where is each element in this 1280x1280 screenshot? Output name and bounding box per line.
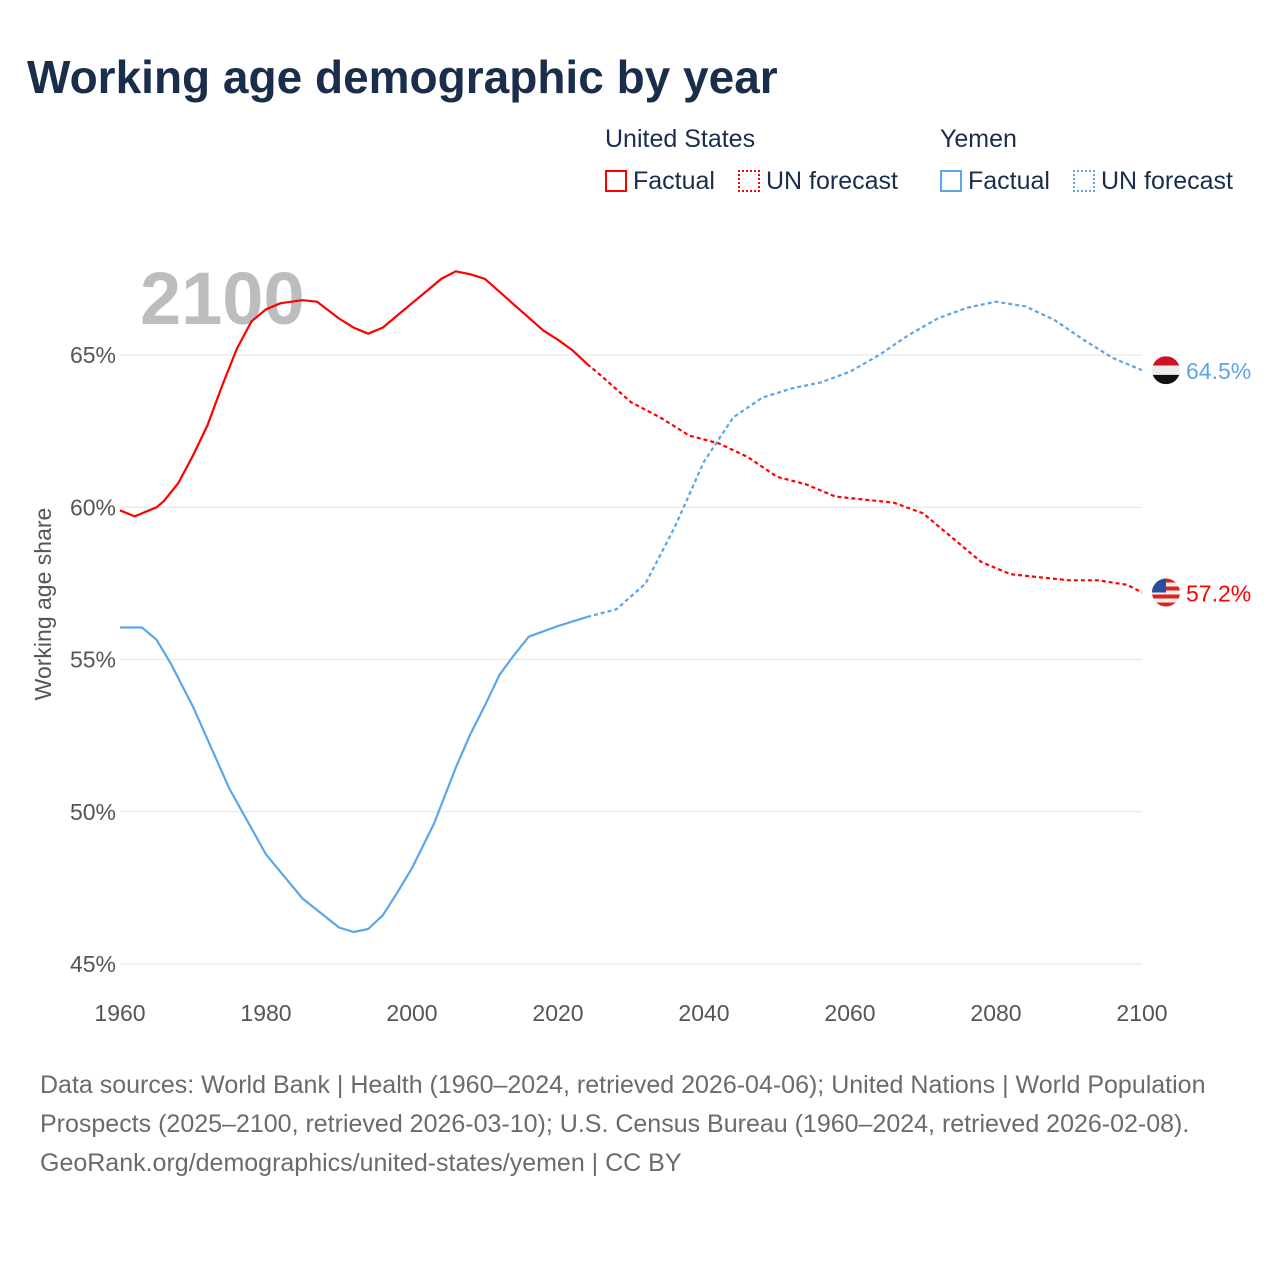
x-tick-label: 2000 (386, 1000, 437, 1026)
ye-end-label: 64.5% (1186, 358, 1251, 384)
flag-stripe (1152, 374, 1180, 385)
legend-ye-title: Yemen (940, 125, 1017, 153)
legend-swatch (940, 170, 962, 192)
flag-stripe (1152, 602, 1180, 607)
legend-swatch (1073, 170, 1095, 192)
x-tick-label: 2100 (1116, 1000, 1167, 1026)
legend-ye-factual[interactable]: Factual (940, 167, 1050, 196)
x-tick-label: 2060 (824, 1000, 875, 1026)
x-tick-label: 2080 (970, 1000, 1021, 1026)
flag-stripe (1152, 356, 1180, 366)
legend-swatch (738, 170, 760, 192)
legend-us-forecast[interactable]: UN forecast (738, 167, 898, 196)
legend-label: Factual (968, 167, 1050, 195)
us-forecast-line (586, 363, 1143, 594)
flag-stripe (1152, 594, 1180, 599)
x-tick-label: 1980 (240, 1000, 291, 1026)
flag-stripe (1152, 598, 1180, 603)
legend-swatch (605, 170, 627, 192)
us-flag-icon (1152, 578, 1180, 607)
y-axis-label: Working age share (30, 508, 56, 701)
flag-stripe (1152, 365, 1180, 375)
data-sources: Data sources: World Bank | Health (1960–… (40, 1071, 1206, 1138)
chart-title: Working age demographic by year (27, 51, 778, 103)
us-factual-line (119, 270, 588, 518)
y-tick-label: 55% (70, 647, 116, 673)
legend-label: UN forecast (1101, 167, 1233, 195)
flag-canton (1152, 578, 1166, 593)
ye-flag-icon (1152, 356, 1180, 385)
y-tick-label: 50% (70, 799, 116, 825)
year-overlay: 2100 (140, 257, 305, 340)
source-url[interactable]: GeoRank.org/demographics/united-states/y… (40, 1149, 682, 1177)
legend-label: Factual (633, 167, 715, 195)
y-tick-label: 60% (70, 494, 116, 520)
legend-label: UN forecast (766, 167, 898, 195)
x-tick-label: 1960 (94, 1000, 145, 1026)
yemen-forecast-line (586, 300, 1143, 618)
legend-us-factual[interactable]: Factual (605, 167, 715, 196)
y-tick-label: 45% (70, 951, 116, 977)
yemen-factual-line (120, 615, 588, 934)
line-chart: 2100 45% 50% 55% 60% 65% 1960 1980 2000 2020 2040… (30, 257, 1251, 1026)
us-end-label: 57.2% (1186, 581, 1251, 607)
legend-ye-forecast[interactable]: UN forecast (1073, 167, 1233, 196)
x-tick-label: 2040 (678, 1000, 729, 1026)
x-tick-label: 2020 (532, 1000, 583, 1026)
y-tick-label: 65% (70, 342, 116, 368)
source-notes: Data sources: World Bank | Health (1960–… (40, 1066, 1240, 1183)
legend-us-title: United States (605, 125, 756, 153)
